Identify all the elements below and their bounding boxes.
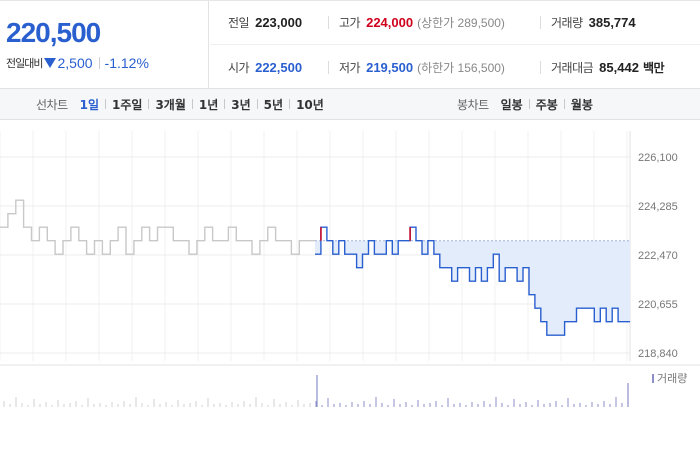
trade-value-unit: 백만 xyxy=(642,60,665,75)
price-box: 220,500 전일대비 2,500 -1.12% xyxy=(0,1,209,89)
divider xyxy=(563,99,565,109)
tab-3-months[interactable]: 3개월 xyxy=(155,97,186,112)
volume-stat: 거래량 385,774 xyxy=(540,15,636,30)
volume-legend-label: 거래량 xyxy=(657,372,687,385)
high-value: 224,000 xyxy=(366,15,414,30)
tab-1-day[interactable]: 1일 xyxy=(79,97,100,112)
divider xyxy=(528,99,530,109)
volume-legend-swatch xyxy=(652,374,654,383)
current-price: 220,500 xyxy=(6,17,101,48)
trade-value-stat: 거래대금 85,442 백만 xyxy=(540,59,665,75)
divider xyxy=(256,99,258,109)
tab-1-week[interactable]: 1주일 xyxy=(112,97,143,112)
prev-close-stat: 전일 223,000 xyxy=(228,14,302,31)
prev-close-value: 223,000 xyxy=(255,15,303,30)
change-row: 전일대비 2,500 -1.12% xyxy=(6,55,149,71)
open-stat: 시가 222,500 xyxy=(228,59,302,76)
stock-summary: 220,500 전일대비 2,500 -1.12% 전일 223,000 고가 … xyxy=(0,0,700,89)
y-tick-label: 218,840 xyxy=(638,348,678,360)
tab-monthly[interactable]: 월봉 xyxy=(570,97,593,112)
y-tick-label: 226,100 xyxy=(638,152,678,164)
low-value: 219,500 xyxy=(366,59,414,75)
divider xyxy=(289,99,291,109)
change-amount: 2,500 xyxy=(57,55,93,71)
stat-row-bottom: 시가 222,500 저가 219,500 (하한가 156,500) 거래대금… xyxy=(210,45,700,89)
upper-limit: (상한가 289,500) xyxy=(417,16,505,30)
price-chart-svg: 226,100 224,285 222,470 220,655 218,840 거래량 xyxy=(0,131,700,407)
open-label: 시가 xyxy=(228,60,250,75)
volume-value: 385,774 xyxy=(588,15,636,30)
y-tick-label: 220,655 xyxy=(638,299,678,311)
high-label: 고가 xyxy=(339,16,361,30)
line-chart-title: 선차트 xyxy=(36,97,68,112)
prev-day-series xyxy=(0,199,315,255)
candle-chart-tabs: 봉차트 일봉 주봉 월봉 xyxy=(457,89,593,119)
down-arrow-icon xyxy=(44,58,57,68)
tab-daily[interactable]: 일봉 xyxy=(500,97,523,112)
price-chart: 226,100 224,285 222,470 220,655 218,840 거래량 xyxy=(0,121,700,411)
today-area-fill xyxy=(315,240,630,336)
candle-chart-title: 봉차트 xyxy=(457,97,489,112)
y-tick-label: 224,285 xyxy=(638,201,678,213)
trade-value: 85,442 xyxy=(599,59,639,75)
high-stat: 고가 224,000 (상한가 289,500) xyxy=(328,15,505,30)
low-stat: 저가 219,500 (하한가 156,500) xyxy=(328,59,505,75)
divider xyxy=(191,99,193,109)
tab-weekly[interactable]: 주봉 xyxy=(535,97,558,112)
change-label: 전일대비 xyxy=(6,57,43,70)
change-percent: -1.12% xyxy=(104,55,149,71)
prev-close-label: 전일 xyxy=(228,16,250,30)
low-label: 저가 xyxy=(339,60,361,75)
tab-3-years[interactable]: 3년 xyxy=(231,97,251,112)
volume-label: 거래량 xyxy=(551,16,583,30)
divider xyxy=(224,99,226,109)
open-value: 222,500 xyxy=(255,59,303,75)
today-series xyxy=(315,226,630,336)
tab-1-year[interactable]: 1년 xyxy=(198,97,219,112)
chart-tab-bar: 선차트 1일 1주일 3개월 1년 3년 5년 10년 봉차트 일봉 주봉 월봉 xyxy=(0,88,700,120)
stat-row-top: 전일 223,000 고가 224,000 (상한가 289,500) 거래량 … xyxy=(210,1,700,45)
trade-value-label: 거래대금 xyxy=(551,60,594,75)
lower-limit: (하한가 156,500) xyxy=(417,60,505,75)
divider xyxy=(105,99,107,109)
line-chart-tabs: 선차트 1일 1주일 3개월 1년 3년 5년 10년 xyxy=(36,89,324,119)
stat-grid: 전일 223,000 고가 224,000 (상한가 289,500) 거래량 … xyxy=(210,1,700,89)
tab-5-years[interactable]: 5년 xyxy=(263,97,284,112)
divider xyxy=(98,57,100,69)
y-tick-label: 222,470 xyxy=(638,250,678,262)
tab-10-years[interactable]: 10년 xyxy=(296,97,324,112)
divider xyxy=(148,99,150,109)
